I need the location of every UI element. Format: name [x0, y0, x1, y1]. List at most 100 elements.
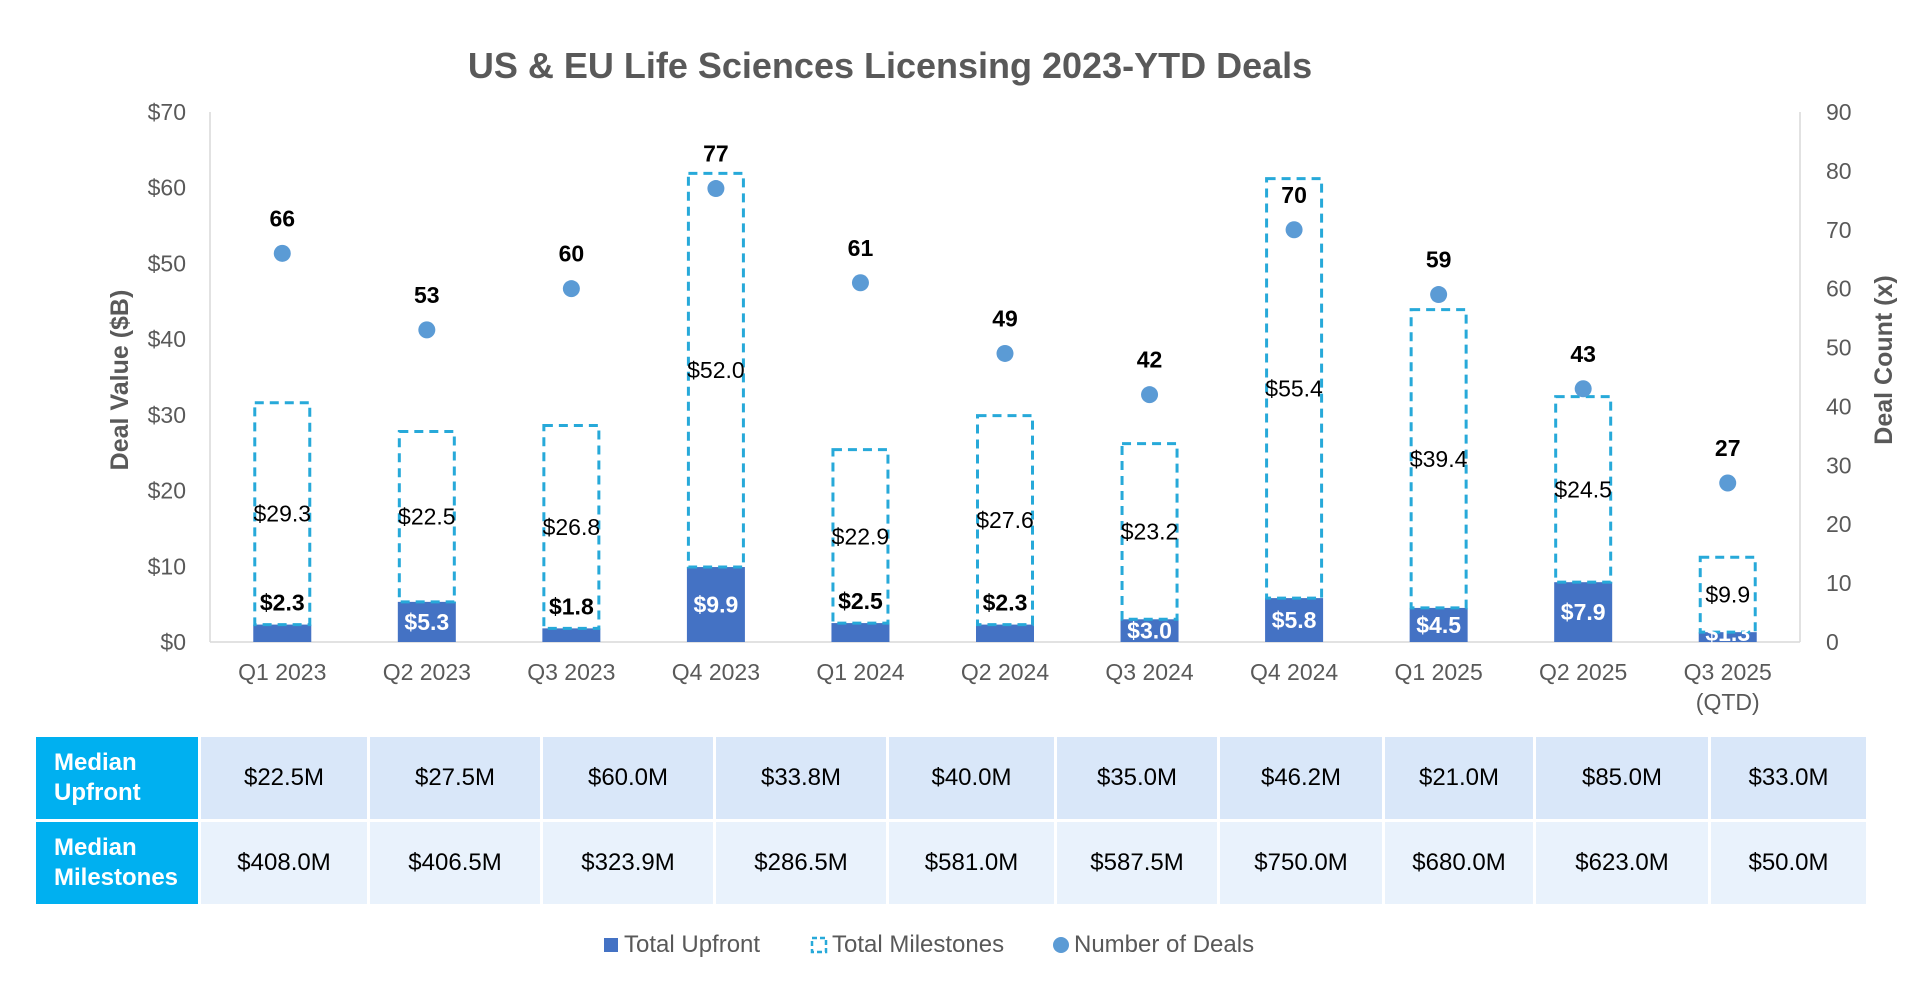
table-cell: $33.0M	[1711, 737, 1869, 822]
row-header-line: Median	[54, 749, 137, 776]
milestones-value-label: $26.8	[543, 514, 601, 540]
y-tick-right: 60	[1826, 276, 1852, 302]
table-row-header: Median Upfront	[36, 737, 201, 822]
table-row: Median Milestones $408.0M $406.5M $323.9M $28…	[36, 822, 1869, 907]
y-tick-left: $40	[148, 326, 186, 352]
upfront-bar	[253, 624, 312, 642]
deal-count-label: 70	[1281, 182, 1307, 208]
milestones-bar	[253, 401, 312, 627]
x-tick-label: Q1 2023	[238, 659, 326, 685]
x-tick-label: Q4 2024	[1250, 659, 1338, 685]
upfront-value-label: $9.9	[694, 592, 739, 618]
y-tick-left: $0	[160, 629, 186, 655]
deal-count-label: 66	[269, 205, 295, 231]
upfront-value-label: $5.3	[404, 609, 449, 635]
y-tick-right: 40	[1826, 393, 1852, 419]
legend-swatch-upfront	[604, 938, 618, 952]
milestones-value-label: $39.4	[1410, 446, 1468, 472]
upfront-bar	[686, 567, 745, 642]
y-tick-right: 80	[1826, 158, 1852, 184]
upfront-bar	[1409, 607, 1468, 642]
row-header-line: Milestones	[54, 864, 179, 891]
milestones-value-label: $27.6	[976, 507, 1034, 533]
row-header-line: Upfront	[54, 779, 141, 806]
x-tick-label: (QTD)	[1696, 689, 1760, 715]
deal-count-label: 43	[1570, 341, 1596, 367]
deal-count-point	[996, 344, 1014, 362]
axes: $0 $10 $20 $30 $40 $50 $60 $70 0 10 20 30 40 50 60 70 80…	[148, 99, 1852, 715]
milestones-value-label: $22.9	[832, 523, 890, 549]
table-cell: $46.2M	[1220, 737, 1385, 822]
deal-count-point	[1285, 221, 1303, 239]
legend: Total Upfront Total Milestones Number of D…	[604, 931, 1254, 958]
y-tick-right: 50	[1826, 335, 1852, 361]
deal-count-label: 60	[559, 241, 585, 267]
upfront-value-label: $2.3	[260, 590, 305, 616]
deal-count-label: 77	[703, 141, 729, 167]
milestones-value-label: $29.3	[253, 501, 311, 527]
deal-count-points	[273, 180, 1737, 492]
table-row-header: Median Milestones	[36, 822, 201, 907]
deal-count-point	[1574, 380, 1592, 398]
milestones-value-label: $52.0	[687, 357, 745, 383]
x-tick-label: Q4 2023	[672, 659, 760, 685]
x-tick-label: Q3 2023	[527, 659, 615, 685]
x-tick-label: Q1 2024	[816, 659, 904, 685]
y-tick-left: $10	[148, 553, 186, 579]
x-tick-label: Q2 2024	[961, 659, 1049, 685]
deal-count-point	[1719, 474, 1737, 492]
table-cell: $623.0M	[1536, 822, 1711, 907]
deal-count-label: 42	[1137, 347, 1163, 373]
deal-count-label: 49	[992, 305, 1018, 331]
deal-count-point	[1430, 286, 1448, 304]
x-tick-label: Q2 2025	[1539, 659, 1627, 685]
legend-swatch-deals	[1053, 937, 1069, 953]
milestones-bar	[1120, 442, 1179, 621]
milestones-value-label: $22.5	[398, 504, 456, 530]
deal-count-point	[851, 274, 869, 292]
y-axis-left-title: Deal Value ($B)	[106, 290, 134, 471]
y-tick-left: $70	[148, 99, 186, 125]
milestones-value-label: $24.5	[1554, 476, 1612, 502]
upfront-bar	[542, 628, 601, 642]
y-tick-left: $50	[148, 250, 186, 276]
deal-count-label: 53	[414, 282, 440, 308]
y-tick-right: 0	[1826, 629, 1839, 655]
y-tick-right: 90	[1826, 99, 1852, 125]
table-cell: $286.5M	[716, 822, 889, 907]
deal-count-point	[1141, 386, 1159, 404]
upfront-value-label: $2.5	[838, 588, 883, 614]
table-row: Median Upfront $22.5M $27.5M $60.0M $33.8M $40…	[36, 737, 1869, 822]
milestones-bar	[397, 430, 456, 604]
y-tick-right: 70	[1826, 217, 1852, 243]
milestones-bar	[1409, 308, 1468, 610]
deal-count-point	[273, 244, 291, 262]
upfront-bar	[397, 601, 456, 642]
upfront-value-label: $7.9	[1561, 599, 1606, 625]
x-tick-label: Q2 2023	[383, 659, 471, 685]
deal-count-point	[562, 280, 580, 298]
deal-count-label: 59	[1426, 247, 1452, 273]
upfront-value-label: $2.3	[983, 590, 1028, 616]
table-cell: $27.5M	[370, 737, 543, 822]
legend-swatch-milestones	[810, 936, 828, 954]
deal-count-label: 27	[1715, 435, 1741, 461]
y-tick-right: 10	[1826, 570, 1852, 596]
upfront-value-label: $5.8	[1272, 607, 1317, 633]
table-cell: $680.0M	[1385, 822, 1536, 907]
table-cell: $21.0M	[1385, 737, 1536, 822]
upfront-bar	[1554, 582, 1613, 642]
upfront-bar	[1265, 598, 1324, 642]
table-cell: $35.0M	[1057, 737, 1220, 822]
milestones-value-label: $23.2	[1121, 518, 1179, 544]
legend-label-upfront: Total Upfront	[624, 931, 760, 958]
table-cell: $22.5M	[201, 737, 370, 822]
x-tick-label: Q3 2025	[1684, 659, 1772, 685]
upfront-bar	[1698, 632, 1757, 642]
table-cell: $33.8M	[716, 737, 889, 822]
table-cell: $85.0M	[1536, 737, 1711, 822]
table-cell: $581.0M	[889, 822, 1057, 907]
upfront-value-label: $1.3	[1705, 620, 1750, 646]
upfront-bar	[831, 623, 890, 642]
